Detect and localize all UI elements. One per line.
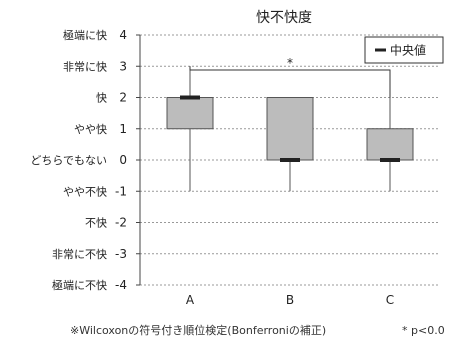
y-category-label: 快: [96, 92, 107, 105]
y-category-label: 不快: [85, 217, 107, 230]
box-body: [366, 128, 414, 161]
y-category-label: 極端に快: [63, 28, 107, 42]
y-category-label: 非常に快: [63, 60, 107, 73]
boxes: [166, 66, 414, 192]
y-tick-label: -2: [115, 216, 127, 230]
y-tick-label: 2: [119, 91, 127, 105]
box-body: [266, 97, 314, 161]
y-tick-label: -4: [115, 278, 127, 292]
footnote-significance: * p<0.0: [402, 324, 445, 337]
y-category-label: やや快: [74, 123, 107, 136]
significance-star: *: [287, 56, 293, 70]
y-category-label: やや不快: [63, 185, 107, 198]
y-tick-label: 4: [119, 28, 127, 42]
box-A: [166, 66, 214, 192]
y-tick-label: 1: [119, 122, 127, 136]
y-category-label: どちらでもない: [30, 154, 107, 167]
chart-title: 快不快度: [256, 10, 312, 26]
significance-line: [189, 66, 391, 98]
y-tick-label: -3: [115, 247, 127, 261]
y-category-label: 極端に不快: [52, 278, 107, 292]
y-category-label: 非常に不快: [52, 248, 107, 261]
box-C: [366, 97, 414, 192]
x-tick-label: B: [286, 293, 294, 307]
box-body: [166, 97, 214, 130]
footnote: ※Wilcoxonの符号付き順位検定(Bonferroniの補正): [70, 323, 326, 337]
legend: 中央値: [364, 36, 444, 64]
x-tick-label: C: [386, 293, 394, 307]
box-B: [266, 97, 314, 192]
significance-bracket: *: [189, 56, 391, 98]
x-tick-labels: A B C: [186, 293, 394, 307]
y-tick-label: 3: [119, 59, 127, 73]
y-tick-labels: 4 3 2 1 0 -1 -2 -3 -4: [115, 28, 127, 292]
legend-median-label: 中央値: [390, 43, 426, 58]
y-tick-label: 0: [119, 153, 127, 167]
x-tick-label: A: [186, 293, 195, 307]
y-tick-label: -1: [115, 184, 127, 198]
